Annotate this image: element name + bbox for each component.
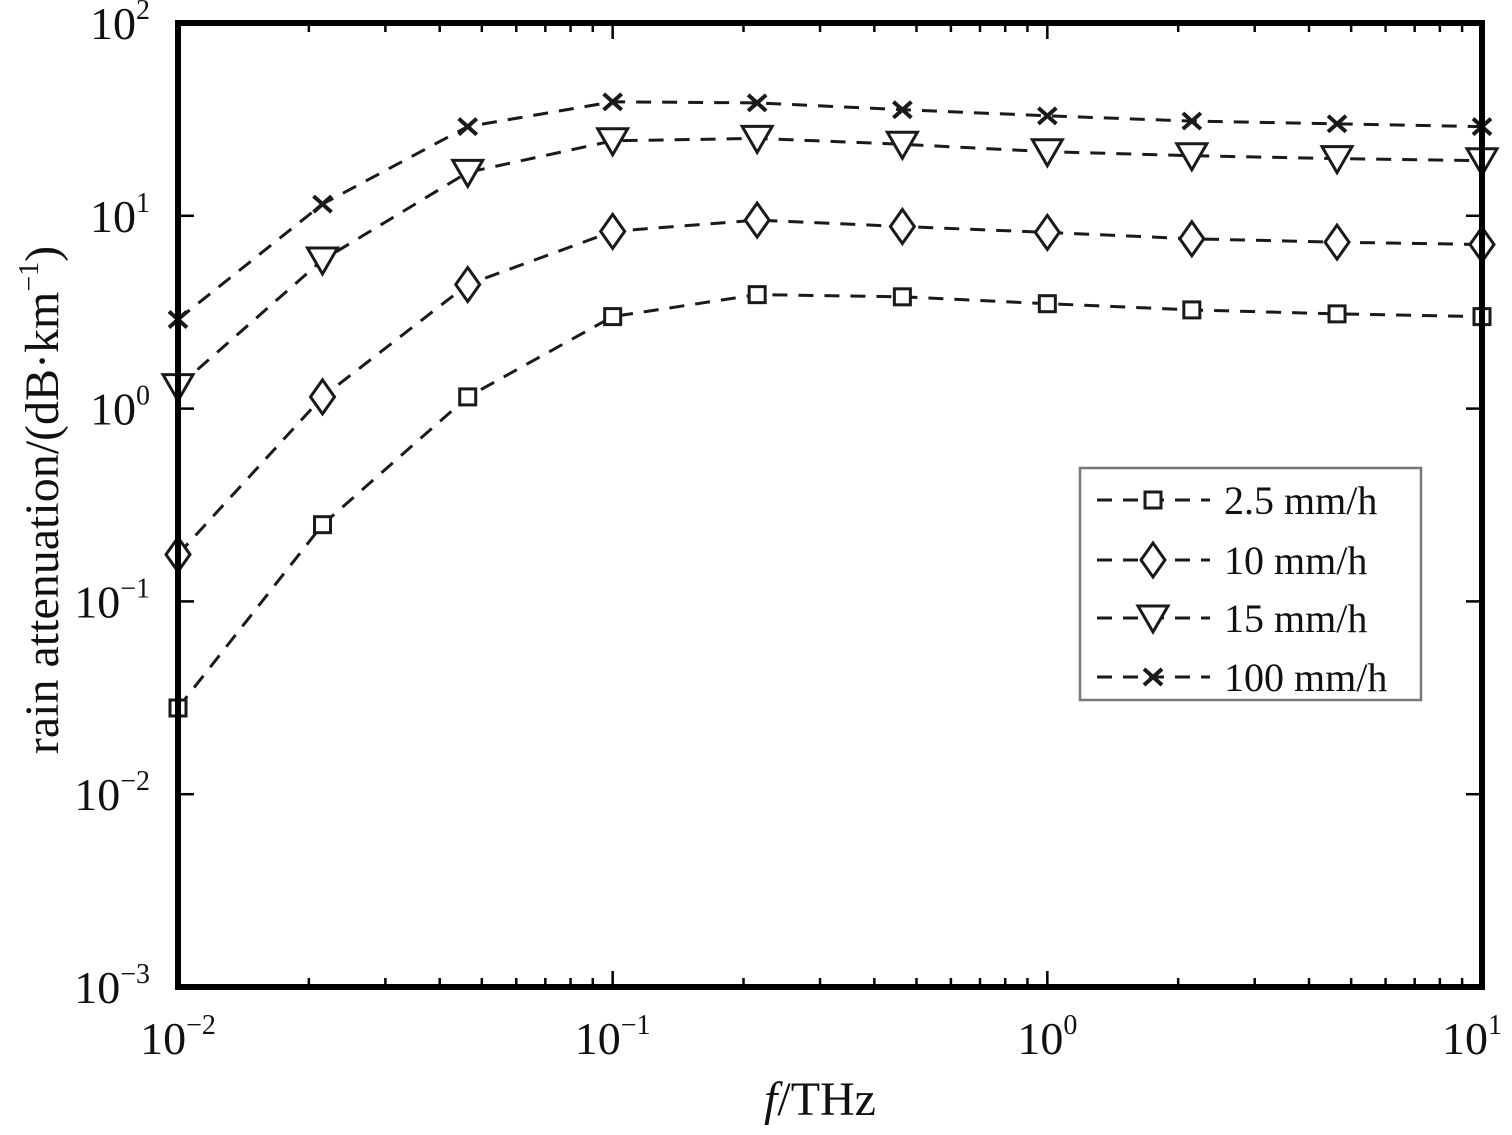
legend: 2.5 mm/h 10 mm/h 15 mm/h 100 mm/h bbox=[1078, 466, 1423, 702]
point-2-5-mm-h-2 bbox=[458, 387, 478, 407]
point-15-mm-h-4 bbox=[739, 124, 775, 156]
plot-frame bbox=[175, 20, 1485, 990]
y-axis-title: rain attenuation/(dB·km−1) bbox=[14, 246, 69, 754]
x-tick-label: 10−1 bbox=[575, 1010, 651, 1064]
point-2-5-mm-h-5 bbox=[892, 287, 912, 307]
point-2-5-mm-h-1 bbox=[312, 515, 332, 535]
series-line-100-mm-h bbox=[177, 100, 1483, 321]
point-15-mm-h-5 bbox=[884, 130, 920, 162]
legend-label: 2.5 mm/h bbox=[1224, 478, 1377, 523]
legend-label: 100 mm/h bbox=[1224, 655, 1387, 700]
x-tick-label: 101 bbox=[1442, 1010, 1502, 1064]
y-tick-label: 102 bbox=[90, 0, 150, 49]
point-10-mm-h-6 bbox=[1033, 212, 1062, 253]
point-15-mm-h-3 bbox=[595, 127, 631, 158]
point-15-mm-h-6 bbox=[1029, 138, 1065, 169]
point-100-mm-h-1-stroke-b bbox=[312, 194, 333, 214]
point-15-mm-h-8 bbox=[1319, 145, 1355, 176]
point-10-mm-h-2 bbox=[453, 264, 482, 305]
x-tick-label: 10−2 bbox=[140, 1010, 216, 1064]
y-tick-label: 101 bbox=[90, 188, 150, 242]
point-100-mm-h-6 bbox=[1037, 106, 1058, 126]
point-10-mm-h-5 bbox=[888, 206, 917, 247]
point-2-5-mm-h-8 bbox=[1327, 304, 1347, 324]
legend-label: 15 mm/h bbox=[1224, 596, 1367, 641]
point-10-mm-h-7 bbox=[1177, 219, 1206, 259]
point-10-mm-h-8 bbox=[1323, 222, 1351, 262]
point-100-mm-h-1 bbox=[312, 194, 333, 214]
point-2-5-mm-h-4 bbox=[747, 285, 767, 305]
point-100-mm-h-3-stroke-b bbox=[602, 92, 623, 112]
point-10-mm-h-3 bbox=[598, 211, 627, 252]
legend-marker-stroke-b bbox=[1142, 667, 1164, 687]
point-100-mm-h-2 bbox=[457, 117, 479, 137]
point-100-mm-h-5 bbox=[892, 100, 913, 120]
legend-box bbox=[1078, 466, 1423, 702]
x-axis-title: f/THz bbox=[764, 1073, 876, 1126]
point-100-mm-h-4 bbox=[746, 93, 768, 113]
point-100-mm-h-7-stroke-b bbox=[1181, 111, 1203, 131]
point-100-mm-h-6-stroke-b bbox=[1037, 106, 1058, 126]
x-tick-label: 100 bbox=[1017, 1010, 1077, 1064]
point-10-mm-h-1 bbox=[308, 377, 337, 417]
point-100-mm-h-2-stroke-b bbox=[457, 117, 479, 137]
legend-marker bbox=[1135, 604, 1171, 636]
point-100-mm-h-4-stroke-b bbox=[746, 93, 768, 113]
point-100-mm-h-5-stroke-b bbox=[892, 100, 913, 120]
point-15-mm-h-7 bbox=[1174, 142, 1210, 173]
tick-layer bbox=[176, 21, 1484, 989]
legend-marker bbox=[1143, 490, 1163, 510]
point-15-mm-h-1 bbox=[304, 246, 341, 277]
legend-marker bbox=[1139, 540, 1167, 580]
y-tick-label: 10−2 bbox=[74, 766, 150, 820]
point-2-5-mm-h-6 bbox=[1037, 294, 1057, 314]
series-line-10-mm-h bbox=[176, 218, 1483, 556]
point-10-mm-h-4 bbox=[743, 200, 772, 240]
point-100-mm-h-3 bbox=[602, 92, 623, 112]
series-line-2-5-mm-h bbox=[176, 293, 1483, 709]
y-tick-label: 100 bbox=[90, 381, 150, 435]
point-15-mm-h-2 bbox=[450, 158, 486, 190]
y-tick-label: 10−1 bbox=[74, 573, 150, 627]
legend-label: 10 mm/h bbox=[1224, 538, 1367, 583]
series-layer bbox=[160, 92, 1500, 718]
point-2-5-mm-h-7 bbox=[1182, 300, 1202, 320]
point-100-mm-h-7 bbox=[1181, 111, 1203, 131]
point-100-mm-h-8 bbox=[1326, 114, 1348, 134]
y-tick-label: 10−3 bbox=[74, 959, 150, 1013]
point-2-5-mm-h-3 bbox=[603, 307, 623, 327]
legend-marker bbox=[1142, 667, 1164, 687]
point-100-mm-h-8-stroke-b bbox=[1326, 114, 1348, 134]
